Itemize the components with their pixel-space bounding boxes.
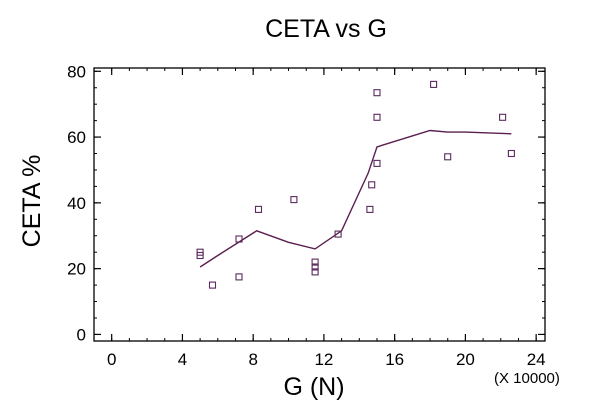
- data-point: [196, 251, 204, 260]
- data-point: [373, 89, 381, 97]
- y-axis: 0 20 40 60 80: [67, 62, 545, 344]
- data-point: [373, 159, 381, 167]
- data-point: [444, 153, 452, 161]
- plot-border: [93, 67, 546, 342]
- data-point: [430, 80, 438, 88]
- data-point: [334, 230, 342, 238]
- x-tick-label: 16: [385, 350, 404, 369]
- x-tick-label: 0: [107, 350, 116, 369]
- data-point: [499, 113, 507, 121]
- data-point: [311, 263, 319, 271]
- y-axis-title: CETA %: [18, 155, 46, 248]
- x-axis-title: G (N): [283, 373, 344, 401]
- data-point: [235, 235, 243, 243]
- chart-title: CETA vs G: [265, 15, 387, 43]
- y-tick-label: 80: [67, 62, 86, 81]
- data-point: [311, 258, 319, 266]
- y-tick-label: 40: [67, 194, 86, 213]
- data-point: [235, 273, 243, 281]
- data-point: [373, 113, 381, 121]
- x-axis: 0 4 8 12 16 20 24: [107, 68, 546, 369]
- data-point: [208, 281, 217, 289]
- fitted-line-series: [199, 129, 512, 268]
- data-point: [290, 196, 298, 204]
- data-point: [254, 205, 263, 213]
- y-tick-label: 60: [67, 128, 86, 147]
- x-axis-multiplier: (X 10000): [494, 370, 560, 387]
- scatter-series: [196, 80, 515, 289]
- fitted-line: [199, 129, 512, 268]
- data-point: [368, 181, 376, 189]
- data-point: [311, 268, 319, 276]
- x-tick-label: 20: [456, 350, 475, 369]
- data-point: [507, 149, 515, 158]
- x-tick-label: 24: [527, 350, 546, 369]
- x-tick-label: 12: [314, 350, 333, 369]
- x-tick-label: 4: [178, 350, 187, 369]
- x-tick-label: 8: [248, 350, 257, 369]
- data-point: [366, 205, 374, 213]
- y-tick-label: 0: [77, 325, 86, 344]
- plot-frame: [93, 67, 546, 342]
- y-tick-label: 20: [67, 260, 86, 279]
